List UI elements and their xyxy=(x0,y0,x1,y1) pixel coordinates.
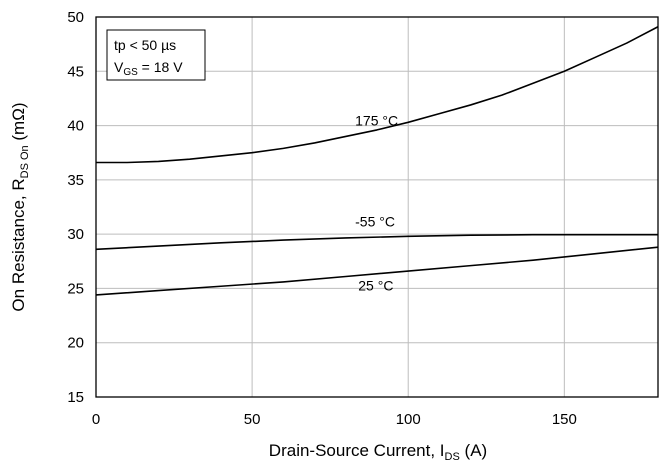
x-axis-title-sub: DS xyxy=(445,451,460,463)
y-tick-label: 50 xyxy=(67,9,84,26)
y-axis-title-main: On Resistance, R xyxy=(9,178,28,311)
annotation-vgs-suffix: = 18 V xyxy=(138,59,183,75)
annotation-line-2: VGS = 18 V xyxy=(114,59,183,78)
y-axis-title: On Resistance, RDS On (mΩ) xyxy=(9,102,31,311)
x-axis-title: Drain-Source Current, IDS (A) xyxy=(269,441,487,463)
y-tick-label: 25 xyxy=(67,280,84,297)
annotation-vgs-sub: GS xyxy=(123,67,138,78)
plot-frame xyxy=(95,16,659,398)
y-tick-label: 20 xyxy=(67,335,84,352)
y-tick-label: 30 xyxy=(67,226,84,243)
y-tick-label: 40 xyxy=(67,118,84,135)
x-tick-label: 50 xyxy=(244,411,261,428)
annotation-box: tp < 50 µs VGS = 18 V xyxy=(106,29,206,81)
annotation-line-1: tp < 50 µs xyxy=(114,37,176,53)
curve-label: 25 °C xyxy=(358,278,393,294)
x-tick-label: 0 xyxy=(92,411,100,428)
x-tick-label: 150 xyxy=(552,411,577,428)
curve-label: 175 °C xyxy=(355,113,398,129)
x-axis-title-suffix: (A) xyxy=(460,441,487,460)
y-tick-label: 15 xyxy=(67,389,84,406)
series-line-175c xyxy=(96,26,659,164)
y-axis-title-sub: DS On xyxy=(19,145,31,178)
series-line--55c xyxy=(95,233,658,251)
y-tick-label: 35 xyxy=(67,172,84,189)
tick-labels: 15 20 25 30 35 40 45 50 0 50 100 150 xyxy=(67,9,577,428)
x-tick-label: 100 xyxy=(396,411,421,428)
series-line-25c xyxy=(95,246,659,296)
annotation-frame xyxy=(106,29,206,81)
y-tick-label: 45 xyxy=(67,63,84,80)
curve-label: -55 °C xyxy=(355,214,395,230)
annotation-vgs-prefix: V xyxy=(114,59,124,75)
series-layer: 175 °C -55 °C 25 °C xyxy=(95,26,659,296)
x-axis-title-main: Drain-Source Current, I xyxy=(269,441,445,460)
y-axis-title-suffix: (mΩ) xyxy=(9,102,28,145)
